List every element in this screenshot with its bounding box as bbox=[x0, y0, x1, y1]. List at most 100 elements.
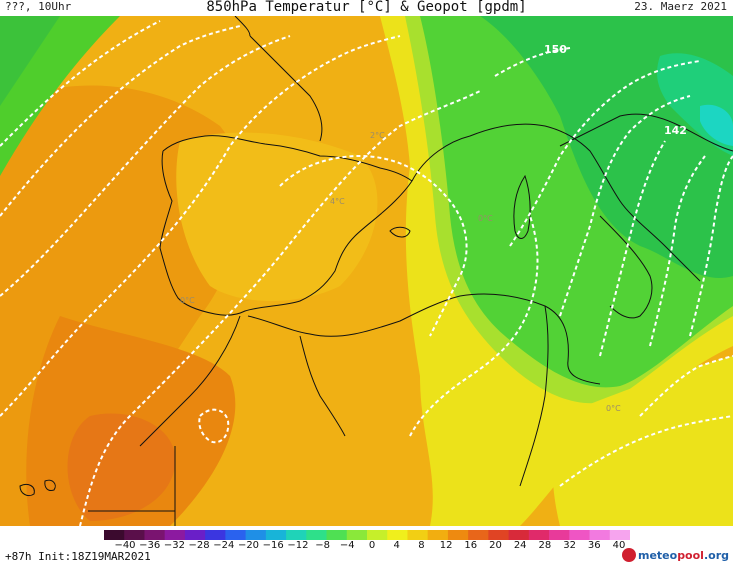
colorbar-tick-label: −20 bbox=[237, 540, 260, 551]
isotherm-label-0c-b: 0°C bbox=[180, 296, 195, 305]
coast-mallorca bbox=[389, 226, 411, 238]
contour-7 bbox=[409, 215, 539, 437]
coast-biscay bbox=[234, 16, 323, 142]
colorbar bbox=[104, 530, 630, 540]
colorbar-tick-label: 40 bbox=[612, 540, 626, 551]
footer-bar: −40 −36 −32 −28 −24 −20 −16 −12 −8 −4 0 4 8 12 16 20 24 2… bbox=[0, 526, 733, 566]
init-time: +87h Init:18Z19MAR2021 bbox=[5, 550, 151, 563]
contour-14 bbox=[639, 355, 733, 417]
temp-field-iberia bbox=[176, 132, 378, 301]
colorbar-segment bbox=[205, 530, 226, 540]
colorbar-segment bbox=[306, 530, 328, 540]
temp-field-hot-core bbox=[67, 413, 176, 521]
valid-date: 23. Maerz 2021 bbox=[634, 0, 727, 13]
colorbar-tick-label: −8 bbox=[315, 540, 330, 551]
contour-2 bbox=[0, 25, 241, 217]
colorbar-segment bbox=[387, 530, 408, 540]
map-title: 850hPa Temperatur [°C] & Geopot [gpdm] bbox=[206, 0, 527, 15]
colorbar-tick-label: 24 bbox=[513, 540, 527, 551]
border-algeria bbox=[299, 335, 346, 437]
colorbar-segment bbox=[488, 530, 510, 540]
geopot-label-142: 142 bbox=[664, 124, 687, 137]
colorbar-tick-label: 12 bbox=[439, 540, 453, 551]
coast-north-iberia bbox=[162, 135, 413, 182]
contour-15 bbox=[559, 415, 733, 487]
colorbar-tick-label: 32 bbox=[563, 540, 576, 551]
contour-closed-low bbox=[198, 408, 230, 444]
colorbar-tick-label: 0 bbox=[368, 540, 376, 551]
colorbar-segment bbox=[508, 530, 530, 540]
isotherm-label-0c-a: 0°C bbox=[478, 214, 493, 223]
coastlines bbox=[19, 16, 733, 526]
contour-3 bbox=[0, 35, 291, 297]
colorbar-tick-label: 20 bbox=[489, 540, 502, 551]
colorbar-segment bbox=[407, 530, 429, 540]
header-bar: ???, 10Uhr 850hPa Temperatur [°C] & Geop… bbox=[0, 0, 733, 16]
colorbar-segment bbox=[245, 530, 267, 540]
colorbar-segment bbox=[326, 530, 348, 540]
colorbar-segment bbox=[549, 530, 570, 540]
colorbar-segment bbox=[569, 530, 591, 540]
colorbar-segment bbox=[286, 530, 307, 540]
contour-10 bbox=[559, 95, 691, 317]
colorbar-segment bbox=[609, 530, 630, 540]
coast-north-africa bbox=[247, 293, 601, 385]
border-tunisia bbox=[519, 305, 549, 487]
colorbar-tick-label: −16 bbox=[262, 540, 284, 551]
coast-morocco-border bbox=[139, 315, 241, 526]
coast-canary-islands bbox=[19, 479, 56, 497]
contour-6 bbox=[279, 154, 468, 337]
colorbar-segment bbox=[144, 530, 166, 540]
colorbar-tick-label: −12 bbox=[287, 540, 309, 551]
colorbar-segment bbox=[427, 530, 449, 540]
colorbar-tick-label: 36 bbox=[587, 540, 601, 551]
temp-field-green-nw-dark bbox=[0, 16, 60, 106]
contour-13 bbox=[689, 155, 733, 337]
temp-field-yellow-se bbox=[552, 356, 733, 526]
colorbar-segment bbox=[184, 530, 206, 540]
coast-italy-south bbox=[599, 215, 653, 319]
coast-adriatic bbox=[559, 113, 733, 152]
isotherm-label-2c: 2°C bbox=[370, 131, 385, 140]
colorbar-segment bbox=[468, 530, 489, 540]
weather-map: 150 142 2°C 4°C 0°C 0°C 0°C bbox=[0, 16, 733, 526]
colorbar-tick-label: −4 bbox=[339, 540, 355, 551]
colorbar-segment bbox=[589, 530, 611, 540]
isotherm-label-4c: 4°C bbox=[330, 197, 345, 206]
colorbar-tick-label: −24 bbox=[213, 540, 235, 551]
meteopool-logo[interactable]: meteopool.org bbox=[621, 548, 729, 562]
contour-8 bbox=[494, 47, 571, 77]
colorbar-tick-label: 28 bbox=[538, 540, 552, 551]
contour-9 bbox=[509, 60, 701, 247]
colorbar-ticks: −40 −36 −32 −28 −24 −20 −16 −12 −8 −4 0 4 8 12 16 20 24 2… bbox=[0, 540, 733, 554]
coast-iberia bbox=[159, 150, 413, 316]
coast-sardinia bbox=[513, 174, 531, 239]
colorbar-segment bbox=[104, 530, 125, 540]
colorbar-segment bbox=[124, 530, 145, 540]
colorbar-tick-label: −32 bbox=[163, 540, 185, 551]
colorbar-segment bbox=[225, 530, 247, 540]
temp-field-cyan bbox=[700, 104, 733, 146]
meteopool-logo-icon bbox=[621, 548, 636, 562]
colorbar-segment bbox=[265, 530, 287, 540]
contour-11 bbox=[599, 140, 666, 357]
colorbar-segment bbox=[164, 530, 186, 540]
colorbar-segment bbox=[346, 530, 368, 540]
colorbar-tick-label: 16 bbox=[464, 540, 478, 551]
colorbar-tick-label: −40 bbox=[114, 540, 136, 551]
colorbar-tick-label: 8 bbox=[418, 540, 425, 551]
forecast-day-label: ???, 10Uhr bbox=[5, 0, 72, 13]
geopot-label-150: 150 bbox=[544, 43, 567, 56]
contour-4 bbox=[0, 35, 401, 417]
geopotential-contours bbox=[0, 20, 733, 526]
colorbar-segment bbox=[447, 530, 469, 540]
coast-france-italy bbox=[411, 123, 701, 282]
colorbar-tick-label: −36 bbox=[139, 540, 161, 551]
contour-1 bbox=[0, 20, 161, 147]
colorbar-tick-label: 4 bbox=[393, 540, 400, 551]
colorbar-segment bbox=[367, 530, 388, 540]
temperature-map-svg: 150 142 2°C 4°C 0°C 0°C 0°C bbox=[0, 16, 733, 526]
isotherm-label-0c-c: 0°C bbox=[606, 404, 621, 413]
colorbar-tick-label: −28 bbox=[188, 540, 210, 551]
colorbar-segment bbox=[528, 530, 550, 540]
